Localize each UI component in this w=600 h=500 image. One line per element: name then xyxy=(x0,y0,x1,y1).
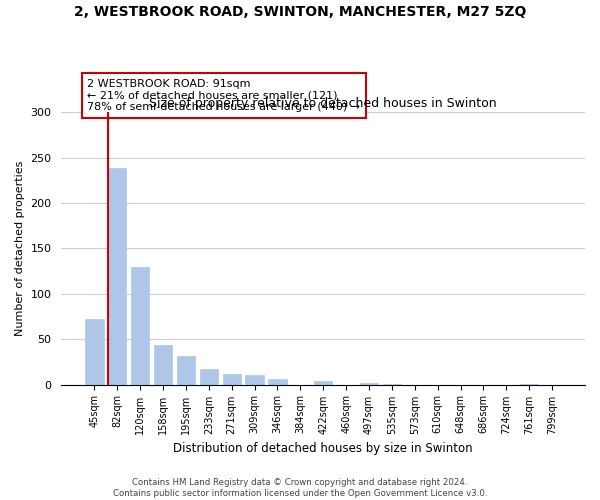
Bar xyxy=(177,356,195,384)
Bar xyxy=(314,381,332,384)
Bar xyxy=(131,268,149,384)
Y-axis label: Number of detached properties: Number of detached properties xyxy=(15,160,25,336)
Bar xyxy=(245,376,264,384)
Bar xyxy=(154,344,172,385)
X-axis label: Distribution of detached houses by size in Swinton: Distribution of detached houses by size … xyxy=(173,442,473,455)
Text: Contains HM Land Registry data © Crown copyright and database right 2024.
Contai: Contains HM Land Registry data © Crown c… xyxy=(113,478,487,498)
Bar xyxy=(360,383,378,384)
Title: Size of property relative to detached houses in Swinton: Size of property relative to detached ho… xyxy=(149,96,497,110)
Bar xyxy=(268,379,287,384)
Bar xyxy=(108,168,127,384)
Text: 2 WESTBROOK ROAD: 91sqm
← 21% of detached houses are smaller (121)
78% of semi-d: 2 WESTBROOK ROAD: 91sqm ← 21% of detache… xyxy=(88,79,361,112)
Bar xyxy=(223,374,241,384)
Bar xyxy=(85,319,104,384)
Text: 2, WESTBROOK ROAD, SWINTON, MANCHESTER, M27 5ZQ: 2, WESTBROOK ROAD, SWINTON, MANCHESTER, … xyxy=(74,5,526,19)
Bar xyxy=(200,369,218,384)
